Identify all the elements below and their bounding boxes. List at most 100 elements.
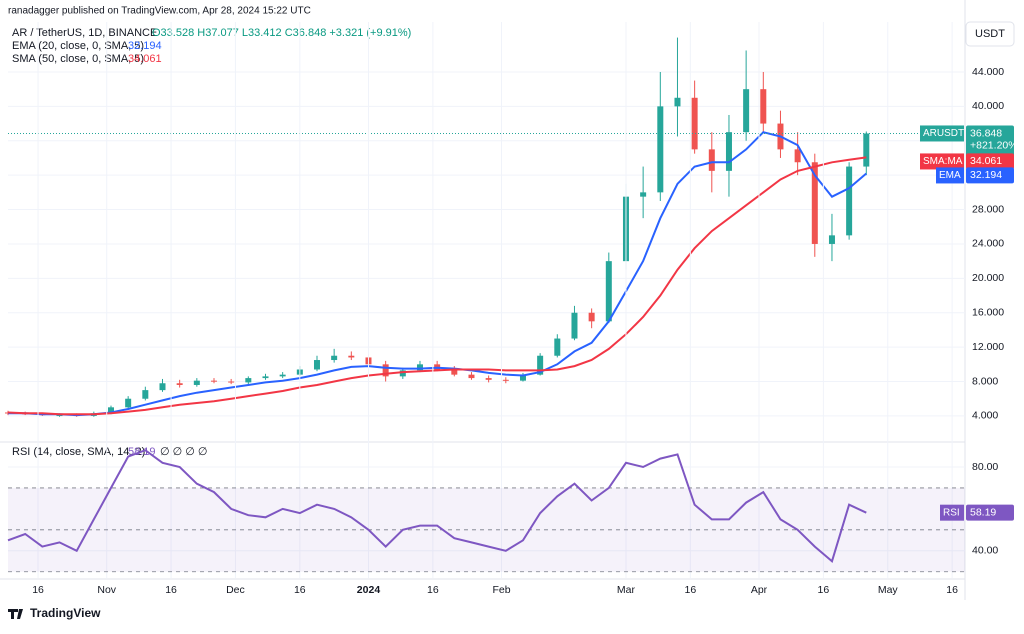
ema-value-badge-text: 32.194 [970,169,1002,181]
x-tick-label: 2024 [357,584,381,596]
x-tick-label: Dec [226,584,245,596]
marks: 4.000 8.000 12.000 16.000 20.000 24.000 28.000… [5,22,1004,596]
x-tick-label: 16 [294,584,306,596]
currency-box[interactable] [965,21,1015,47]
x-tick-label: 16 [165,584,177,596]
x-tick-label: 16 [946,584,958,596]
candle-body [760,89,767,124]
candle-body [537,355,544,375]
candle-body [262,376,269,379]
candle-body [674,97,681,107]
candle-body [56,415,63,417]
candle-body [159,383,166,391]
symbol-badge [920,125,964,142]
sma-badge-text: SMA:MA [923,156,963,167]
candle-body [708,149,715,171]
x-tick-label: Mar [617,584,636,596]
footer-logo: TradingView [30,606,101,620]
candle-body [279,374,286,377]
x-tick-label: Feb [492,584,510,596]
ema-label: EMA (20, close, 0, SMA, 5) [12,40,144,52]
candle-body [245,378,252,383]
candle-body [640,192,647,197]
rsi-band [8,487,965,572]
candle-body [657,106,664,193]
x-tick-label: 16 [32,584,44,596]
price-badge-text: +821.20% [970,139,1018,151]
currency: USDT [975,28,1005,40]
ema-value: 32.194 [128,40,162,52]
candle-body [399,370,406,377]
sma-badge [920,153,964,170]
candle-body [416,364,423,371]
candle-body [846,166,853,236]
sma-value: 34.061 [128,53,162,65]
rsi-badge-text: RSI [943,507,960,518]
candle-body [811,162,818,244]
candle-body [176,383,183,385]
candle-body [588,312,595,322]
x-tick-label: Nov [97,584,116,596]
candle-body [863,133,870,167]
sma-value-badge-text: 34.061 [970,155,1002,167]
candle-body [605,261,612,322]
y-tick-label: 16.000 [972,307,1004,319]
candle-body [485,378,492,380]
y-tick-label: 40.000 [972,100,1004,112]
candle-body [519,374,526,381]
ema-value-badge [966,167,1014,184]
candle-body [228,381,235,383]
candle-body [193,380,200,385]
overlays: ARUSDT36.848+821.20%08:37:51SMA:MA34.061… [920,125,1018,521]
candle-body [451,369,458,375]
y-tick-label: 20.000 [972,272,1004,284]
candle-body [691,97,698,150]
publisher: ranadagger published on TradingView.com,… [8,6,311,17]
candle-body [554,338,561,356]
candle-body [571,312,578,339]
rsi-label: RSI (14, close, SMA, 14, 2) [12,446,145,458]
ema-badge-text: EMA [939,170,961,181]
candle-body [348,355,355,358]
y-tick-label: 40.00 [972,545,998,557]
logo-icon [8,609,23,619]
candle-body [382,364,389,377]
candle-body [313,360,320,370]
y-tick-label: 28.000 [972,203,1004,215]
rsi-value-badge [966,504,1014,521]
candle-body [743,89,750,133]
x-tick-label: Apr [751,584,768,596]
y-tick-label: 4.000 [972,410,998,422]
candle-body [725,132,732,171]
sma-label: SMA (50, close, 0, SMA, 5) [12,53,144,65]
rsi-value-badge-text: 58.19 [970,506,996,518]
x-tick-label: 16 [427,584,439,596]
y-tick-label: 12.000 [972,341,1004,353]
ema-badge [936,167,964,184]
candle-body [502,379,509,381]
candle-body [125,398,132,408]
candle-body [468,374,475,379]
candle-body [794,149,801,163]
symbol-badge-text: ARUSDT [923,128,964,139]
x-tick-label: 16 [685,584,697,596]
ohlc: O33.528 H37.077 L33.412 C36.848 +3.321 (… [152,27,411,39]
candle-body [107,407,114,414]
rsi-badge [940,504,964,521]
y-tick-label: 8.000 [972,375,998,387]
y-tick-label: 24.000 [972,238,1004,250]
candle-body [210,380,217,382]
candle-body [828,235,835,244]
price-badge-text: 36.848 [970,127,1002,139]
sma-value-badge [966,153,1014,170]
line-series [8,131,867,417]
candle-body [331,355,338,361]
symbol: AR / TetherUS, 1D, BINANCE [12,27,157,39]
y-tick-label: 44.000 [972,66,1004,78]
x-tick-label: May [878,584,899,596]
y-tick-label: 80.00 [972,461,998,473]
x-tick-label: 16 [818,584,830,596]
line-series [7,156,867,416]
candle-body [142,390,149,399]
